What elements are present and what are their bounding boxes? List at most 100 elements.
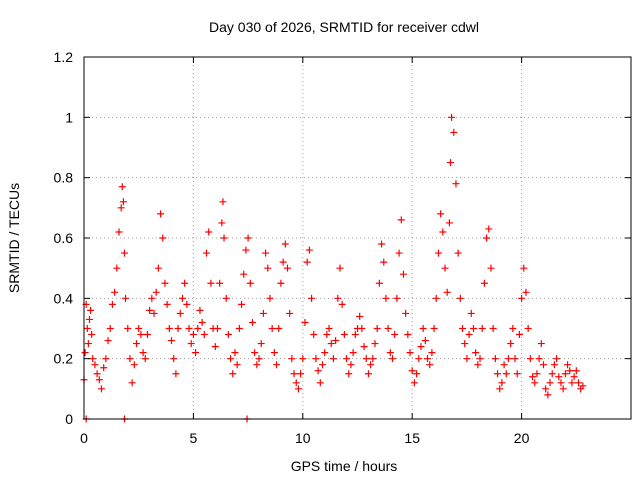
- data-point: [456, 294, 464, 302]
- data-point: [437, 210, 445, 218]
- data-point: [491, 355, 499, 363]
- data-point: [408, 367, 416, 375]
- data-point: [511, 355, 519, 363]
- data-point: [459, 325, 467, 332]
- x-axis-label: GPS time / hours: [291, 458, 398, 474]
- data-point: [421, 337, 429, 345]
- data-point: [172, 370, 180, 378]
- data-point: [467, 309, 475, 317]
- data-point: [83, 325, 91, 332]
- data-point: [288, 355, 296, 363]
- data-point: [205, 228, 213, 236]
- data-point: [168, 337, 176, 345]
- data-point: [122, 294, 130, 302]
- data-point: [106, 325, 114, 332]
- x-tick-label: 5: [190, 430, 198, 446]
- data-point: [273, 361, 281, 369]
- data-point: [192, 349, 200, 357]
- data-point: [257, 340, 265, 348]
- data-point: [187, 340, 195, 348]
- data-point: [141, 355, 149, 363]
- data-point: [242, 246, 250, 254]
- data-point: [384, 325, 392, 332]
- data-point: [308, 294, 316, 302]
- data-point: [413, 370, 421, 378]
- data-point: [196, 306, 204, 314]
- data-point: [426, 361, 434, 369]
- data-point: [183, 300, 191, 308]
- data-point: [81, 349, 89, 357]
- data-point: [189, 331, 197, 339]
- data-point: [181, 279, 189, 287]
- x-tick-label: 10: [295, 430, 311, 446]
- data-point: [111, 288, 119, 296]
- data-point: [292, 379, 300, 387]
- data-point: [579, 382, 587, 390]
- y-tick-labels: 0 0.2 0.4 0.6 0.8 1 1.2: [54, 49, 74, 427]
- data-point: [88, 331, 96, 339]
- data-point: [428, 349, 436, 357]
- data-point: [561, 370, 569, 378]
- data-point: [472, 349, 480, 357]
- data-point: [389, 355, 397, 363]
- data-point: [316, 379, 324, 387]
- data-point: [513, 370, 521, 378]
- data-point: [174, 325, 182, 332]
- data-point: [410, 379, 418, 387]
- data-point: [369, 355, 377, 363]
- y-tick-label: 1: [65, 109, 73, 125]
- data-point: [332, 337, 340, 345]
- data-point: [154, 264, 162, 272]
- data-point: [351, 331, 359, 339]
- data-points: [80, 113, 587, 423]
- data-point: [104, 337, 112, 345]
- data-point: [402, 309, 410, 317]
- x-tick-label: 20: [514, 430, 530, 446]
- data-point: [574, 379, 582, 387]
- data-point: [535, 355, 543, 363]
- data-point: [235, 325, 243, 332]
- data-point: [522, 288, 530, 296]
- data-point: [133, 340, 141, 348]
- data-point: [157, 210, 165, 218]
- data-point: [542, 385, 550, 393]
- data-point: [393, 294, 401, 302]
- data-point: [277, 279, 285, 287]
- data-point: [550, 361, 558, 369]
- data-point: [270, 349, 278, 357]
- data-point: [504, 355, 512, 363]
- data-point: [415, 355, 423, 363]
- data-point: [305, 246, 313, 254]
- y-tick-label: 0.6: [54, 230, 74, 246]
- data-point: [207, 279, 215, 287]
- data-point: [380, 258, 388, 266]
- data-point: [281, 240, 289, 248]
- data-point: [303, 258, 311, 266]
- data-point: [559, 385, 567, 393]
- data-point: [537, 340, 545, 348]
- data-point: [489, 325, 497, 332]
- data-point: [178, 294, 186, 302]
- data-point: [524, 325, 532, 332]
- data-point: [483, 234, 491, 242]
- data-point: [568, 379, 576, 387]
- data-point: [450, 128, 458, 136]
- data-point: [95, 376, 103, 384]
- data-point: [198, 318, 206, 326]
- data-point: [85, 315, 93, 323]
- data-point: [382, 294, 390, 302]
- data-point: [323, 331, 331, 339]
- data-point: [219, 198, 227, 206]
- data-point: [227, 355, 235, 363]
- data-point: [165, 325, 173, 332]
- data-point: [297, 370, 305, 378]
- data-point: [327, 340, 335, 348]
- data-point: [318, 361, 326, 369]
- data-point: [216, 279, 224, 287]
- data-point: [89, 355, 97, 363]
- data-point: [419, 325, 427, 332]
- data-point: [386, 349, 394, 357]
- data-point: [557, 379, 565, 387]
- data-point: [152, 288, 160, 296]
- data-point: [391, 331, 399, 339]
